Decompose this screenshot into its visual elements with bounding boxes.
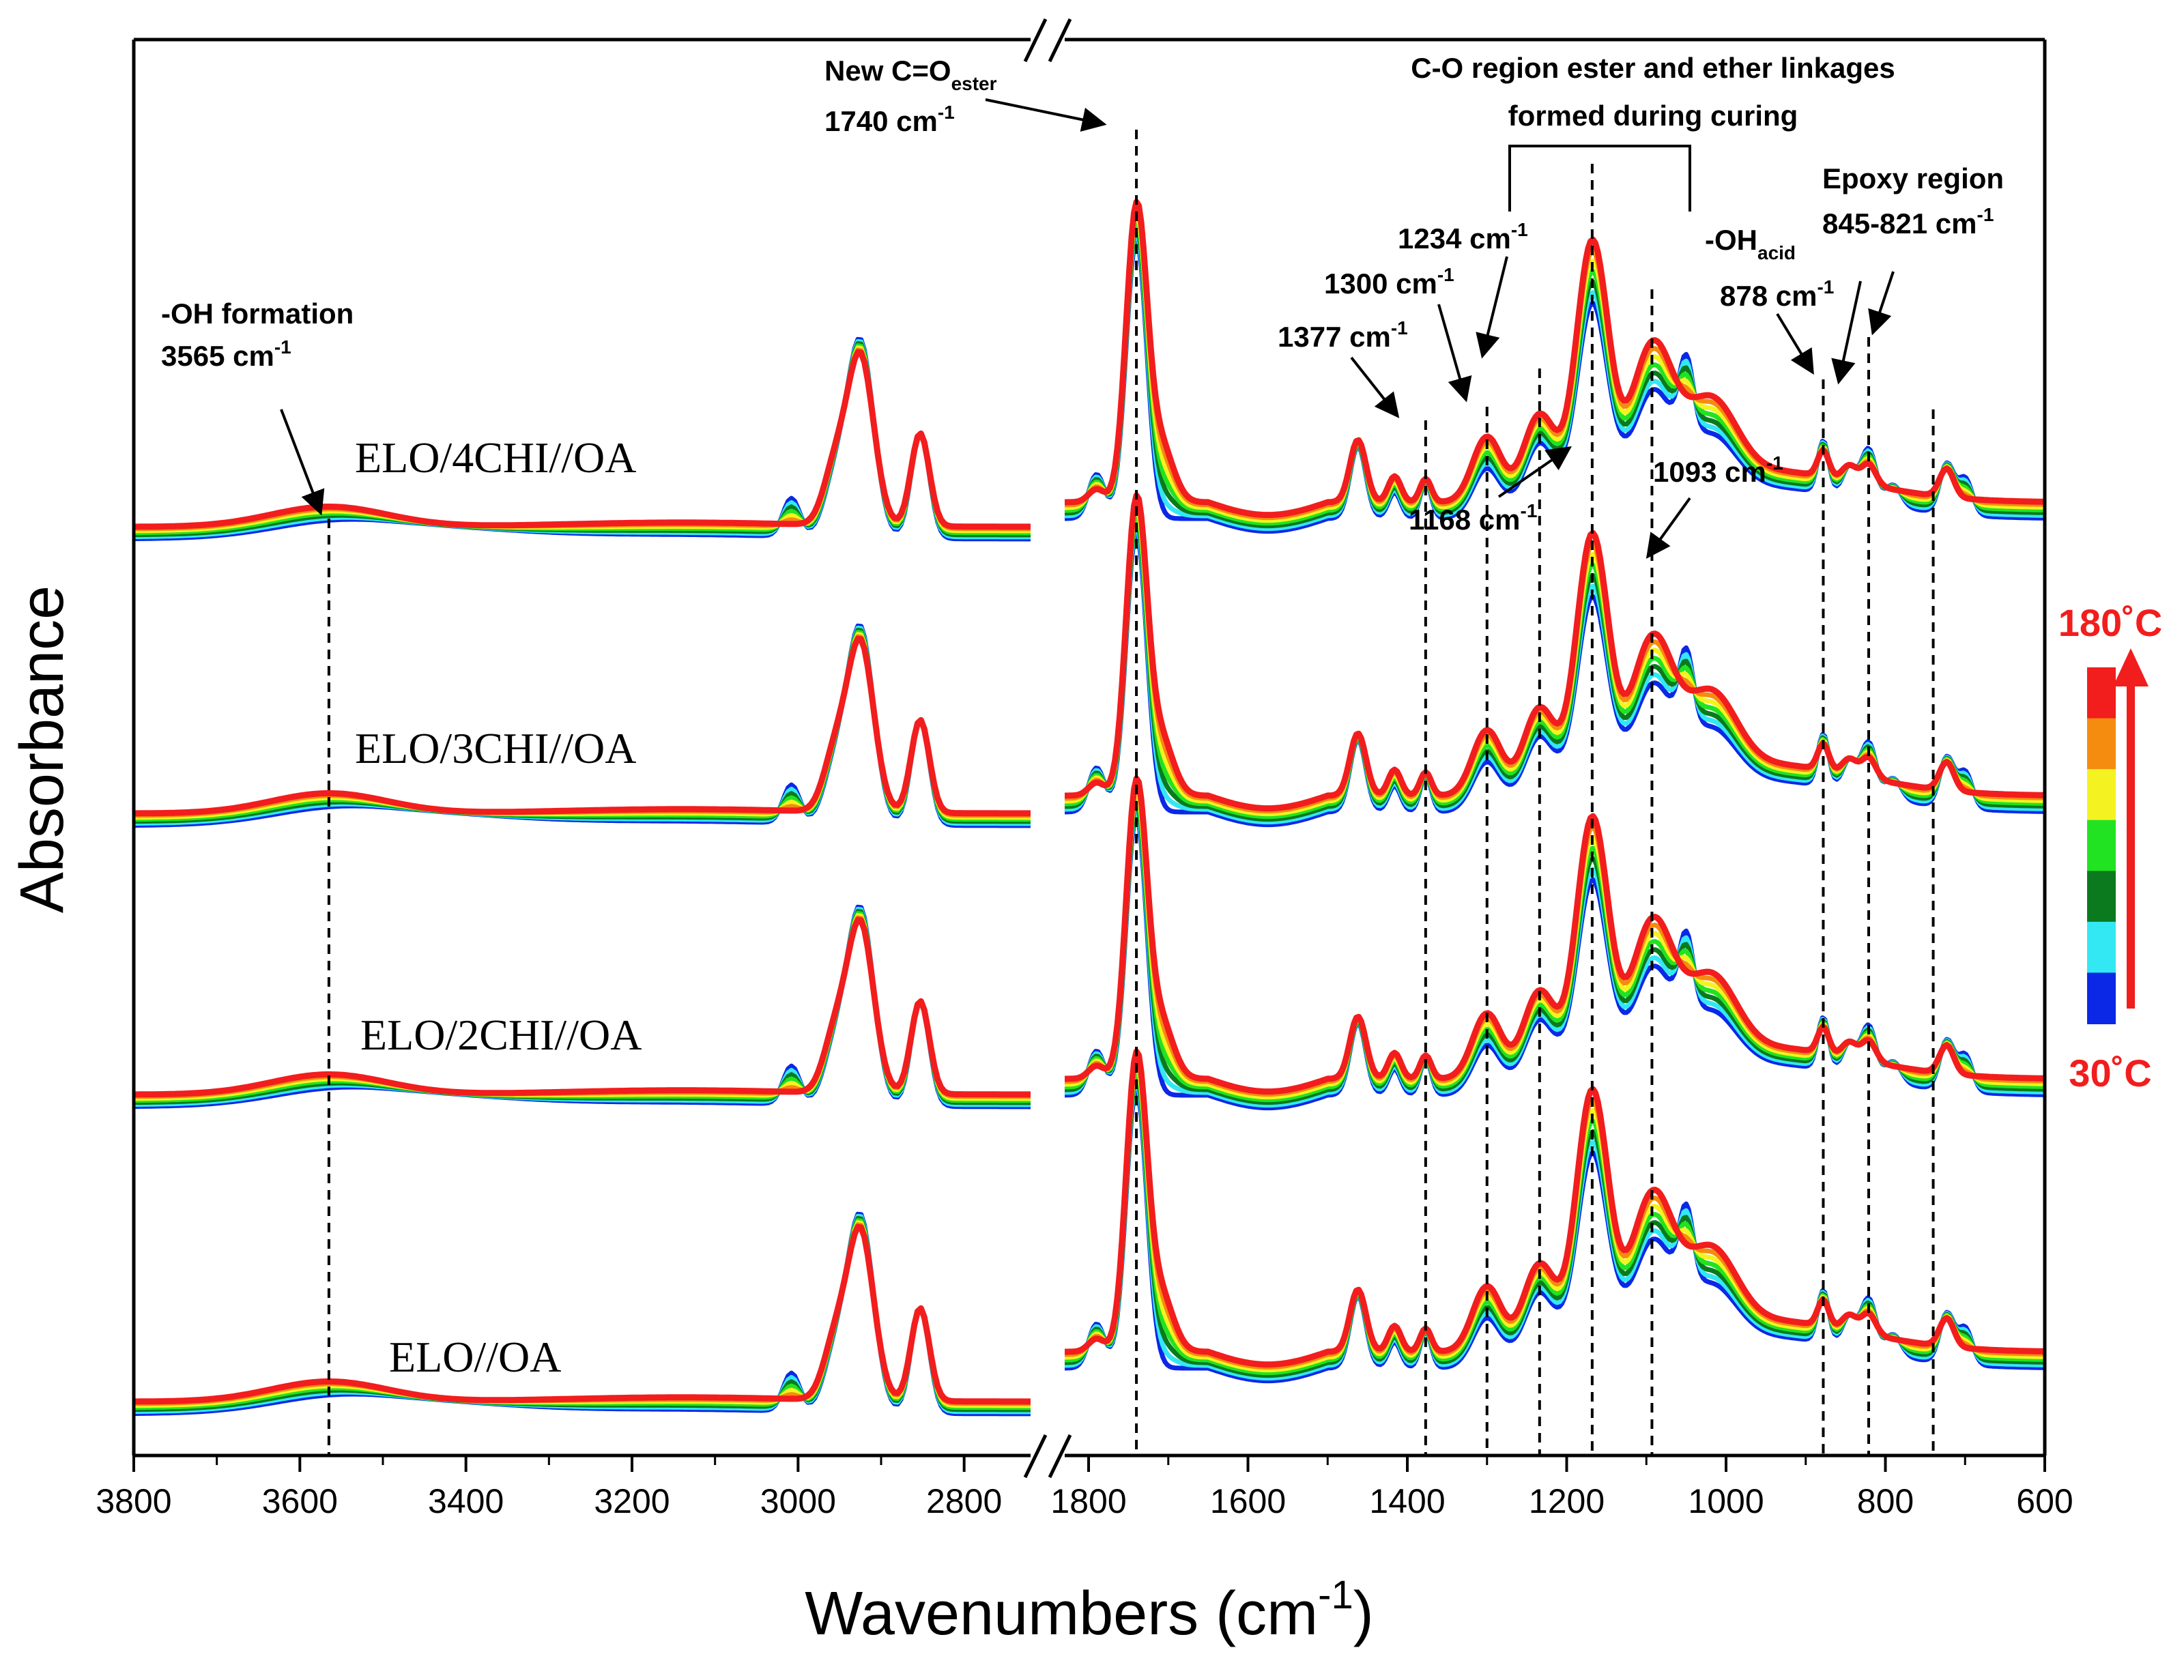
spectrum-line-right bbox=[1064, 199, 2045, 519]
annotation-1377: 1377 cm-1 bbox=[1278, 317, 1408, 353]
spectrum-line-left bbox=[134, 349, 1031, 530]
x-tick-label-1600: 1600 bbox=[1210, 1482, 1286, 1520]
spectrum-elo-2chi-oa bbox=[133, 775, 2045, 1111]
annotation-epoxy: Epoxy region 845-821 cm-1 bbox=[1822, 162, 2004, 240]
svg-text:New C=Oester: New C=Oester bbox=[824, 55, 997, 94]
annotation-oh-formation: -OH formation 3565 cm-1 bbox=[161, 298, 354, 372]
spectrum-line-left bbox=[134, 1223, 1031, 1405]
x-tick-label-3600: 3600 bbox=[262, 1482, 338, 1520]
temperature-low-label: 30˚C bbox=[2069, 1052, 2151, 1095]
x-tick-label-3000: 3000 bbox=[760, 1482, 836, 1520]
x-axis-label: Wavenumbers (cm-1) bbox=[805, 1573, 1373, 1648]
x-tick-label-3200: 3200 bbox=[594, 1482, 670, 1520]
arrow-821 bbox=[1868, 271, 1895, 336]
x-tick-label-800: 800 bbox=[1857, 1482, 1914, 1520]
x-tick-label-1400: 1400 bbox=[1369, 1482, 1445, 1520]
annotation-new-ester: New C=Oester 1740 cm-1 bbox=[824, 55, 997, 137]
spectrum-elo-3chi-oa bbox=[133, 492, 2045, 828]
annotation-1093: 1093 cm-1 bbox=[1653, 452, 1783, 488]
temperature-swatch bbox=[2087, 820, 2116, 872]
axis-break-bottom-1 bbox=[1023, 1434, 1048, 1479]
annotation-1300: 1300 cm-1 bbox=[1324, 264, 1454, 300]
x-tick-label-3400: 3400 bbox=[428, 1482, 504, 1520]
svg-text:1740 cm-1: 1740 cm-1 bbox=[824, 102, 955, 137]
arrow-1093 bbox=[1646, 497, 1691, 559]
x-tick-label-2800: 2800 bbox=[926, 1482, 1002, 1520]
temperature-swatch bbox=[2087, 972, 2116, 1024]
x-tick-label-600: 600 bbox=[2016, 1482, 2073, 1520]
annotation-oh-acid: -OHacid 878 cm-1 bbox=[1705, 224, 1834, 312]
temperature-legend: 180˚C 30˚C bbox=[2058, 601, 2163, 1095]
annotation-1234: 1234 cm-1 bbox=[1398, 219, 1528, 255]
y-axis-label: Absorbance bbox=[8, 585, 76, 913]
plot-frame bbox=[132, 18, 2047, 1479]
spectrum-elo-oa bbox=[133, 1048, 2045, 1417]
co-region-bracket bbox=[1508, 145, 1691, 212]
arrow-1300 bbox=[1437, 304, 1472, 403]
svg-text:878 cm-1: 878 cm-1 bbox=[1720, 276, 1834, 312]
series-label-elo-oa: ELO//OA bbox=[389, 1333, 561, 1381]
temperature-swatch bbox=[2087, 871, 2116, 923]
spectrum-line-left bbox=[134, 916, 1031, 1098]
annotation-arrows bbox=[280, 98, 1895, 559]
annotation-co-region: C-O region ester and ether linkages form… bbox=[1411, 52, 1895, 132]
spectrum-line-right bbox=[1064, 492, 2045, 812]
arrow-1234 bbox=[1476, 256, 1508, 359]
series-label-elo-3chi: ELO/3CHI//OA bbox=[355, 724, 636, 772]
x-tick-label-1000: 1000 bbox=[1688, 1482, 1764, 1520]
series-label-elo-4chi: ELO/4CHI//OA bbox=[355, 433, 636, 482]
spectrum-line-right bbox=[1064, 775, 2045, 1095]
axis-break-top-2 bbox=[1048, 18, 1072, 63]
spectrum-line-left bbox=[134, 635, 1031, 817]
axis-break-top-1 bbox=[1023, 18, 1048, 63]
peak-marker-lines bbox=[327, 130, 1935, 1455]
arrow-1377 bbox=[1350, 356, 1400, 418]
axis-break-bottom-2 bbox=[1048, 1434, 1072, 1479]
svg-text:formed during curing: formed during curing bbox=[1508, 100, 1798, 132]
temperature-arrow-head bbox=[2113, 648, 2149, 686]
arrow-878 bbox=[1776, 313, 1814, 375]
series-label-elo-2chi: ELO/2CHI//OA bbox=[360, 1011, 642, 1059]
temperature-high-label: 180˚C bbox=[2058, 601, 2163, 644]
svg-text:-OHacid: -OHacid bbox=[1705, 224, 1796, 263]
x-tick-label-1200: 1200 bbox=[1529, 1482, 1605, 1520]
svg-text:-OH formation: -OH formation bbox=[161, 298, 354, 330]
temperature-swatch bbox=[2087, 921, 2116, 974]
annotation-1168: 1168 cm-1 bbox=[1409, 500, 1537, 536]
spectra-group bbox=[133, 199, 2045, 1417]
x-tick-label-3800: 3800 bbox=[96, 1482, 171, 1520]
x-tick-label-1800: 1800 bbox=[1050, 1482, 1126, 1520]
arrow-oh-formation bbox=[280, 409, 325, 516]
spectrum-line-right bbox=[1064, 1048, 2045, 1368]
svg-text:3565 cm-1: 3565 cm-1 bbox=[161, 336, 291, 372]
svg-text:Epoxy region: Epoxy region bbox=[1822, 162, 2004, 194]
temperature-swatch bbox=[2087, 718, 2116, 770]
arrow-845 bbox=[1831, 280, 1862, 385]
x-axis-ticks: 3800 3600 3400 3200 3000 2800 1800 1600 1400 1200… bbox=[96, 1455, 2073, 1520]
spectrum-elo-4chi-oa bbox=[133, 199, 2045, 542]
svg-text:C-O region ester and ether lin: C-O region ester and ether linkages bbox=[1411, 52, 1895, 84]
arrow-new-ester bbox=[985, 98, 1107, 132]
temperature-swatch bbox=[2087, 769, 2116, 821]
arrow-1168 bbox=[1497, 446, 1572, 498]
svg-text:845-821 cm-1: 845-821 cm-1 bbox=[1822, 204, 1994, 240]
temperature-swatch bbox=[2087, 667, 2116, 719]
